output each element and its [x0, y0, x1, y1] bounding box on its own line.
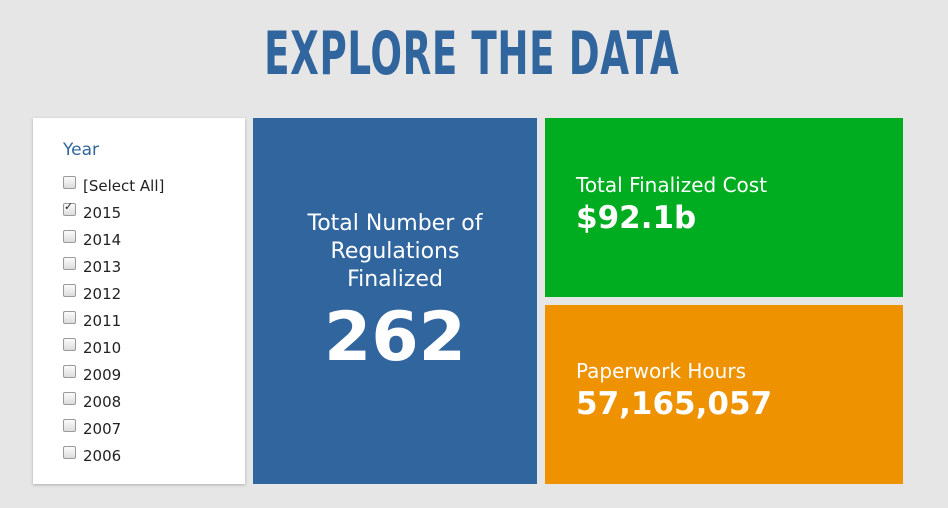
- filter-item-2013[interactable]: 2013: [63, 253, 245, 280]
- filter-item-label: 2013: [83, 257, 122, 276]
- page-title: EXPLORE THE DATA: [264, 19, 680, 89]
- filter-item-label: 2012: [83, 284, 122, 303]
- filter-item-2008[interactable]: 2008: [63, 388, 245, 415]
- filter-item-label: 2007: [83, 419, 122, 438]
- filter-item-2007[interactable]: 2007: [63, 415, 245, 442]
- checkbox-2015[interactable]: [63, 200, 76, 216]
- filter-item-label: 2009: [83, 365, 122, 384]
- filter-item-label: 2014: [83, 230, 122, 249]
- checkbox-2009[interactable]: [63, 365, 76, 378]
- filter-item-2012[interactable]: 2012: [63, 280, 245, 307]
- filter-item-2010[interactable]: 2010: [63, 334, 245, 361]
- regulations-label: Total Number of Regulations Finalized: [307, 211, 483, 292]
- year-filter-heading: Year: [63, 140, 99, 160]
- year-filter-list: [Select All] 2015 2014 2013 2012 2011: [63, 172, 245, 469]
- filter-item-label: 2015: [83, 203, 122, 222]
- regulations-value: 262: [324, 298, 466, 377]
- checkbox-2011[interactable]: [63, 311, 76, 324]
- filter-item-label: 2010: [83, 338, 122, 357]
- filter-item-2009[interactable]: 2009: [63, 361, 245, 388]
- checkbox-2013[interactable]: [63, 257, 76, 270]
- cost-label: Total Finalized Cost: [576, 173, 768, 197]
- paperwork-value: 57,165,057: [576, 386, 773, 422]
- filter-item-2015[interactable]: 2015: [63, 199, 245, 226]
- checkbox-2008[interactable]: [63, 392, 76, 405]
- filter-item-label: 2008: [83, 392, 122, 411]
- filter-item-label: 2011: [83, 311, 122, 330]
- cost-value: $92.1b: [576, 200, 697, 236]
- year-filter-panel: Year [Select All] 2015 2014 2013 2012: [33, 118, 245, 484]
- filter-item-2014[interactable]: 2014: [63, 226, 245, 253]
- filter-item-label: [Select All]: [83, 176, 165, 195]
- checkbox-2007[interactable]: [63, 419, 76, 432]
- regulations-tile: Total Number of Regulations Finalized 26…: [253, 118, 537, 484]
- filter-item-2011[interactable]: 2011: [63, 307, 245, 334]
- paperwork-label: Paperwork Hours: [576, 359, 746, 383]
- checkbox-2006[interactable]: [63, 446, 76, 459]
- filter-item-label: 2006: [83, 446, 122, 465]
- checkbox-2010[interactable]: [63, 338, 76, 351]
- filter-item-select-all[interactable]: [Select All]: [63, 172, 245, 199]
- checkbox-select-all[interactable]: [63, 176, 76, 189]
- cost-tile: Total Finalized Cost $92.1b: [545, 118, 903, 297]
- paperwork-tile: Paperwork Hours 57,165,057: [545, 305, 903, 484]
- checkbox-2014[interactable]: [63, 230, 76, 243]
- checkbox-2012[interactable]: [63, 284, 76, 297]
- filter-item-2006[interactable]: 2006: [63, 442, 245, 469]
